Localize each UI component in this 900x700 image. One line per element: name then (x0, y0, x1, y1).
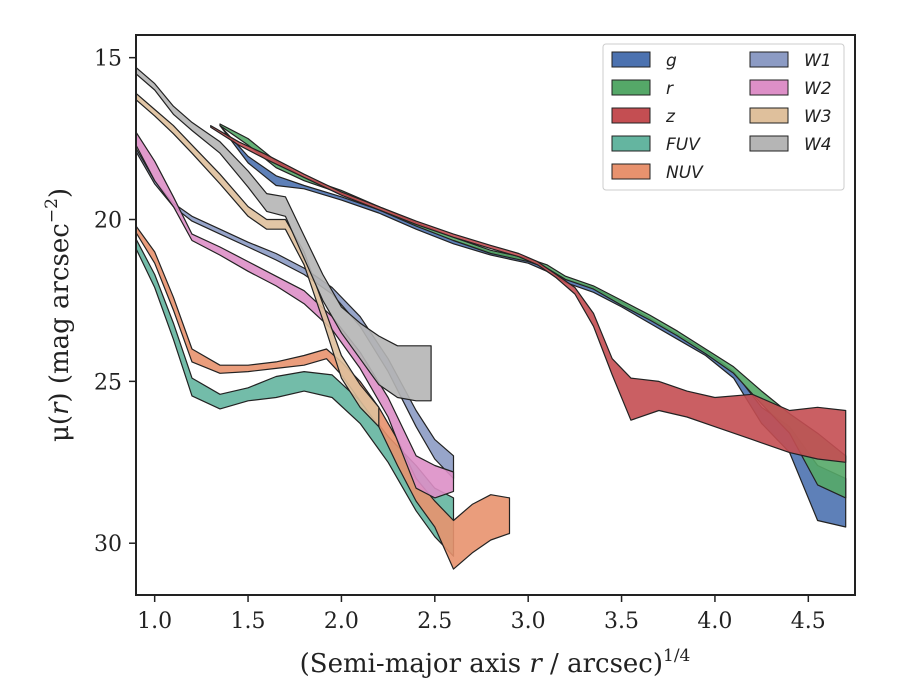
legend-label: g (666, 51, 677, 71)
legend-swatch (611, 51, 651, 68)
legend-swatch (611, 163, 651, 180)
y-axis: 15 20 25 30 (94, 47, 136, 557)
legend-item-z: z (611, 107, 676, 127)
legend-label: r (666, 79, 674, 99)
x-tick-label: 1.0 (137, 609, 172, 634)
legend-label: W2 (804, 79, 832, 99)
series-layer (136, 66, 847, 570)
x-tick-label: 3.5 (604, 609, 639, 634)
x-axis: 1.0 1.5 2.0 2.5 3.0 3.5 4.0 4.5 (137, 595, 826, 634)
legend-item-r: r (611, 79, 674, 99)
legend-item-w2: W2 (749, 79, 832, 99)
legend-item-w3: W3 (749, 107, 832, 127)
legend-swatch (611, 135, 651, 152)
legend-label: z (665, 107, 676, 127)
x-tick-label: 1.5 (231, 609, 266, 634)
legend-label: W4 (804, 135, 832, 155)
legend-items: grz FUV NUV W1 W2 W3 W4 (611, 51, 832, 183)
series-band-w4 (136, 66, 432, 402)
legend-label: W3 (804, 107, 832, 127)
x-tick-label: 4.5 (791, 609, 826, 634)
legend-swatch (749, 135, 789, 152)
legend-swatch (749, 51, 789, 68)
series-band-w3 (136, 92, 380, 428)
y-tick-label: 20 (94, 209, 122, 234)
legend-label: FUV (666, 135, 701, 155)
legend-item-fuv: FUV (611, 135, 701, 155)
legend-swatch (749, 79, 789, 96)
x-tick-label: 2.5 (417, 609, 452, 634)
legend-swatch (611, 107, 651, 124)
y-tick-label: 30 (94, 532, 122, 557)
legend-label: W1 (804, 51, 832, 71)
plot-frame (135, 34, 856, 596)
legend-label: NUV (666, 163, 704, 183)
y-tick-label: 25 (94, 370, 122, 395)
x-axis-label: (Semi-major axis r / arcsec)1/4 (300, 646, 691, 679)
legend-item-w1: W1 (749, 51, 832, 71)
legend: grz FUV NUV W1 W2 W3 W4 (602, 43, 845, 191)
y-axis-label: μ(r) (mag arcsec−2) (42, 188, 75, 442)
legend-item-w4: W4 (749, 135, 832, 155)
series-band-z (210, 125, 847, 463)
y-tick-label: 15 (94, 47, 122, 72)
x-tick-label: 3.0 (511, 609, 546, 634)
legend-swatch (611, 79, 651, 96)
series-band-w2 (136, 131, 455, 499)
x-tick-label: 4.0 (697, 609, 732, 634)
legend-swatch (749, 107, 789, 124)
legend-item-nuv: NUV (611, 163, 704, 183)
x-tick-label: 2.0 (324, 609, 359, 634)
legend-item-g: g (611, 51, 677, 71)
